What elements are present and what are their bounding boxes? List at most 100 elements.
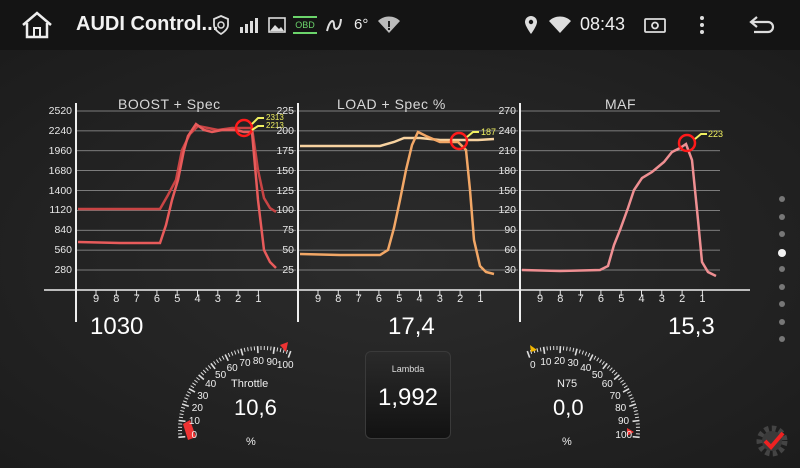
throttle-label: Throttle [231, 378, 269, 390]
gauge-tick [623, 385, 628, 389]
page-dot[interactable] [779, 196, 785, 202]
gauge-tick [190, 385, 195, 389]
y-tick-label: 60 [504, 244, 516, 257]
x-tick-label: 8 [557, 293, 564, 305]
x-tick-label: 3 [658, 293, 665, 305]
gauge-scale-label: 30 [567, 358, 579, 370]
boost-value: 1030 [90, 313, 144, 340]
x-tick-label: 6 [153, 293, 161, 305]
x-tick-label: 2 [457, 293, 464, 305]
gauge-tick [628, 394, 633, 397]
x-tick-label: 7 [355, 293, 362, 305]
wifi-alert-icon [378, 16, 400, 33]
gauge-tick [601, 361, 605, 365]
gauge-tick [634, 416, 640, 419]
gauge-tick [606, 365, 611, 369]
n75-min-marker [530, 345, 537, 352]
gauge-scale-label: 10 [188, 416, 200, 428]
gauge-tick [628, 403, 637, 407]
gauge-tick [634, 413, 639, 416]
page-dot[interactable] [779, 336, 785, 342]
page-dot[interactable] [779, 231, 785, 237]
x-tick-label: 4 [194, 293, 201, 305]
y-tick-label: 1400 [48, 184, 72, 197]
gauge-tick [234, 350, 237, 355]
gauge-tick [200, 372, 205, 376]
gauge-tick [287, 350, 292, 358]
gauge-tick [609, 367, 613, 371]
page-dot[interactable] [779, 283, 785, 290]
boost-chart [77, 117, 277, 269]
page-dot[interactable] [779, 301, 785, 307]
gauge-tick [584, 351, 588, 356]
x-tick-label: 1 [255, 293, 262, 305]
app-title: AUDI Control... [76, 13, 219, 35]
gauge-tick [179, 413, 184, 416]
boost-marker-label-2: 2213 [266, 121, 284, 130]
camera-icon[interactable] [644, 15, 666, 35]
n75-max-marker [627, 428, 634, 436]
boost-marker-flag2 [251, 125, 264, 131]
gauge-tick [205, 367, 209, 371]
gauge-tick [621, 382, 626, 386]
gauge-tick [272, 346, 276, 354]
x-tick-label: 4 [416, 293, 423, 305]
gauge-tick [181, 403, 190, 407]
x-tick-label: 3 [214, 293, 221, 305]
gauge-scale-label: 10 [540, 356, 552, 368]
page-dot[interactable] [779, 213, 785, 220]
gauge-tick [198, 374, 205, 381]
n75-label: N75 [557, 378, 578, 390]
gauge-scale-label: 60 [226, 362, 238, 374]
x-tick-label: 1 [477, 293, 484, 305]
load-value: 17,4 [388, 313, 435, 340]
load-spec-line [300, 136, 495, 148]
x-tick-label: 9 [315, 293, 322, 305]
gauge-tick [632, 406, 638, 409]
page-dot[interactable] [779, 266, 785, 272]
maf-marker-flag [694, 133, 707, 140]
gauge-tick [221, 355, 225, 360]
y-tick-label: 75 [282, 224, 294, 237]
y-tick-label: 90 [504, 224, 516, 237]
gauge-tick [578, 349, 581, 354]
gauge-scale-label: 100 [615, 429, 633, 441]
load-marker [449, 131, 469, 151]
gauge-tick [587, 352, 591, 357]
throttle-gauge [177, 346, 292, 439]
y-tick-label: 840 [54, 224, 72, 237]
gauge-scale-label: 70 [609, 390, 621, 402]
gauge-tick [632, 419, 640, 423]
throttle-needle [183, 420, 196, 440]
maf-chart [521, 133, 717, 278]
gauge-tick [237, 349, 240, 354]
load-title: LOAD + Spec % [337, 96, 446, 112]
n75-gauge [526, 346, 641, 439]
load-marker-label: 187 [481, 127, 497, 137]
gauge-scale-label: 90 [266, 356, 278, 368]
gauge-tick [192, 382, 197, 386]
back-icon[interactable] [748, 13, 776, 37]
obd-label: OBD [293, 16, 317, 34]
gauge-tick [285, 349, 289, 354]
more-icon[interactable] [698, 15, 706, 35]
gauge-tick [250, 346, 252, 351]
gauge-tick [630, 400, 635, 403]
gauge-tick [185, 394, 190, 397]
gauge-tick [184, 397, 189, 400]
page-dot[interactable] [778, 248, 786, 257]
y-tick-label: 270 [498, 105, 516, 117]
page-dot[interactable] [779, 318, 785, 325]
y-tick-label: 50 [282, 244, 294, 257]
gauge-tick [196, 377, 200, 381]
gauge-scale-label: 90 [618, 416, 630, 428]
gauge-scale-label: 40 [580, 362, 592, 374]
gauge-tick [599, 359, 603, 364]
load-actual-line [299, 130, 495, 276]
maf-title: MAF [605, 96, 637, 112]
home-icon[interactable] [20, 11, 54, 39]
throttle-redline-marker [280, 342, 288, 352]
settings-check-icon[interactable] [753, 422, 791, 460]
